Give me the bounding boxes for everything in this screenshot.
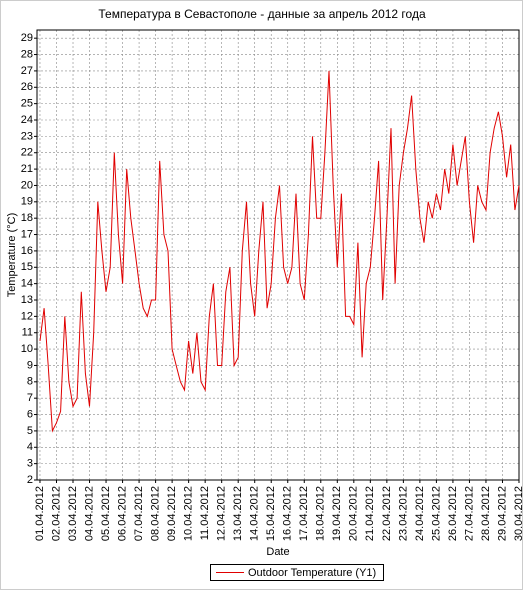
x-tick-label: 10.04.2012: [183, 486, 195, 541]
x-tick-label: 23.04.2012: [397, 486, 409, 541]
y-axis-label: Temperature (°C): [6, 213, 18, 297]
legend: Outdoor Temperature (Y1): [210, 564, 384, 581]
x-tick-label: 02.04.2012: [50, 486, 62, 541]
y-tick-label: 15: [21, 261, 33, 273]
y-tick-label: 3: [27, 458, 33, 470]
x-tick-label: 24.04.2012: [414, 486, 426, 541]
y-tick-label: 14: [21, 278, 33, 290]
x-tick-label: 14.04.2012: [249, 486, 261, 541]
y-tick-label: 4: [27, 441, 33, 453]
x-tick-label: 17.04.2012: [298, 486, 310, 541]
plot-border: [36, 29, 520, 481]
chart-title: Температура в Севастополе - данные за ап…: [98, 7, 426, 21]
y-tick-label: 25: [21, 98, 33, 110]
x-tick-label: 22.04.2012: [381, 486, 393, 541]
x-tick-label: 09.04.2012: [166, 486, 178, 541]
y-tick-label: 12: [21, 310, 33, 322]
x-tick-label: 01.04.2012: [34, 486, 46, 541]
x-tick-label: 30.04.2012: [513, 486, 523, 541]
x-tick-label: 12.04.2012: [216, 486, 228, 541]
x-tick-label: 28.04.2012: [480, 486, 492, 541]
y-tick-label: 5: [27, 425, 33, 437]
x-tick-label: 21.04.2012: [364, 486, 376, 541]
x-tick-label: 26.04.2012: [447, 486, 459, 541]
x-tick-label: 08.04.2012: [150, 486, 162, 541]
x-tick-label: 04.04.2012: [83, 486, 95, 541]
x-tick-label: 11.04.2012: [199, 486, 211, 540]
y-tick-label: 7: [27, 392, 33, 404]
data-line: [39, 70, 520, 433]
legend-label: Outdoor Temperature (Y1): [248, 567, 376, 579]
x-tick-label: 06.04.2012: [116, 486, 128, 541]
y-tick-label: 21: [21, 163, 33, 175]
y-tick-label: 19: [21, 196, 33, 208]
legend-box: [210, 564, 384, 581]
x-tick-label: 25.04.2012: [430, 486, 442, 541]
y-tick-label: 26: [21, 81, 33, 93]
y-tick-label: 23: [21, 130, 33, 142]
x-tick-label: 07.04.2012: [133, 486, 145, 541]
x-tick-label: 29.04.2012: [496, 486, 508, 541]
y-tick-label: 20: [21, 179, 33, 191]
y-tick-label: 11: [22, 327, 33, 339]
x-tick-label: 03.04.2012: [67, 486, 79, 541]
y-tick-label: 17: [21, 228, 33, 240]
x-tick-label: 27.04.2012: [463, 486, 475, 541]
x-tick-label: 15.04.2012: [265, 486, 277, 541]
y-tick-label: 8: [27, 376, 33, 388]
x-tick-label: 05.04.2012: [100, 486, 112, 541]
y-tick-label: 28: [21, 48, 33, 60]
y-tick-label: 16: [21, 245, 33, 257]
y-tick-label: 6: [27, 408, 33, 420]
y-tick-label: 27: [21, 65, 33, 77]
y-tick-label: 2: [27, 474, 33, 486]
plot-area: [37, 30, 519, 480]
y-tick-label: 29: [21, 32, 33, 44]
y-tick-label: 9: [27, 359, 33, 371]
x-tick-label: 19.04.2012: [331, 486, 343, 541]
y-tick-label: 13: [21, 294, 33, 306]
y-tick-label: 22: [21, 147, 33, 159]
x-tick-label: 18.04.2012: [315, 486, 327, 541]
y-tick-label: 18: [21, 212, 33, 224]
x-axis-label: Date: [266, 546, 289, 558]
x-tick-label: 13.04.2012: [232, 486, 244, 541]
y-tick-label: 24: [21, 114, 33, 126]
x-tick-label: 20.04.2012: [348, 486, 360, 541]
y-tick-label: 10: [21, 343, 33, 355]
x-tick-label: 16.04.2012: [282, 486, 294, 541]
